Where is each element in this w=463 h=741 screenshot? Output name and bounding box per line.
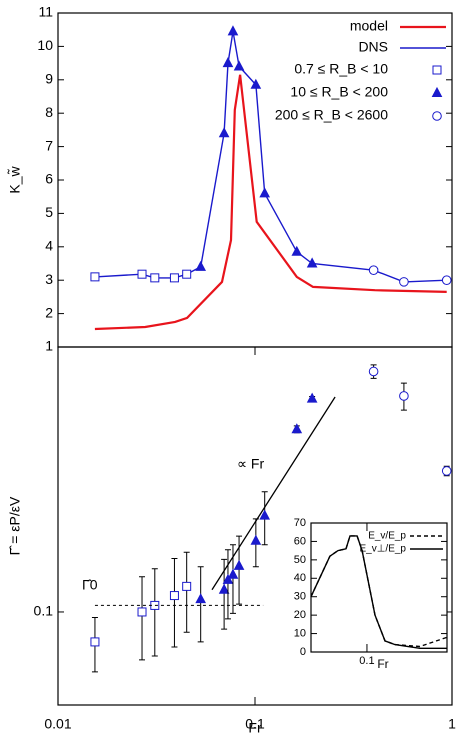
marker [291,423,303,434]
series-line [310,535,447,649]
legend-label: DNS [358,39,388,55]
marker [368,366,379,377]
legend-label: 200 ≤ R_B < 2600 [275,107,388,123]
series-line [94,74,447,331]
y-tick-label: 7 [45,137,53,153]
marker [182,581,192,591]
legend-label: 0.7 ≤ R_B < 10 [294,61,388,77]
x-axis-label: Fr [377,657,388,671]
y-tick-label: 40 [294,572,306,584]
fit-label: ∝ Fr [237,456,264,472]
marker [169,591,179,601]
legend-label: 10 ≤ R_B < 200 [290,84,388,100]
panel-0: 1 2 3 4 5 6 7 8 9 10 11 K_w̃ model DNS 0.7 ≤ R_B < 10 1… [6,4,453,354]
marker [250,534,262,545]
marker [218,583,230,594]
marker [227,25,239,36]
y-tick-label: 70 [294,517,306,529]
fit-line [211,396,336,591]
marker [368,265,379,275]
marker [222,573,234,584]
error-bar [229,544,236,614]
x-tick-label: 0.01 [44,716,71,732]
error-bar [151,568,158,657]
error-bar [183,551,190,633]
marker [306,392,318,403]
y-tick-label: 11 [38,4,53,20]
series-line [94,31,447,283]
marker [137,269,147,279]
y-tick-label: 2 [45,304,53,320]
y-axis-label: Γ̂ = εP/εV [7,496,23,555]
y-tick-label: 0.1 [34,603,54,619]
marker [233,60,245,71]
marker [399,277,409,287]
panel-2: 0 10 20 30 40 50 60 70 0.1 Fr E_v/E_p E_v⊥/E_p [294,517,448,671]
marker [441,275,452,286]
marker [399,391,409,401]
y-tick-label: 4 [45,238,53,254]
y-tick-label: 10 [294,627,306,639]
marker [169,273,179,283]
y-tick-label: 5 [45,204,53,220]
marker [90,272,100,282]
marker [195,260,207,271]
y-tick-label: 30 [294,591,306,603]
gamma0-label: Γ̂0 [82,577,98,593]
marker [432,65,442,75]
marker [137,607,147,617]
marker [222,57,234,68]
marker [233,559,245,570]
marker [182,269,192,279]
marker [259,187,271,198]
marker [306,257,318,268]
y-tick-label: 60 [294,535,306,547]
marker [291,245,303,256]
marker [441,466,452,476]
marker [227,568,239,579]
legend-label: E_v⊥/E_p [359,544,406,555]
error-bar [224,549,231,620]
marker [432,111,442,121]
marker [195,593,207,604]
y-tick-label: 8 [45,104,53,120]
legend-label: model [350,18,388,34]
y-tick-label: 3 [45,271,53,287]
y-tick-label: 1 [45,338,53,354]
x-tick-label: 0.1 [245,716,265,732]
x-axis-label: Fr [248,720,262,736]
y-tick-label: 10 [37,37,53,53]
plot-frame [310,522,448,653]
marker [259,509,271,520]
error-bar [171,557,178,648]
error-bar [139,576,146,661]
panel-1: 0.1 0.01 0.1 1 Fr Γ̂ = εP/εV ∝ Fr Γ̂0 [7,346,456,736]
x-tick-label: 1 [448,716,456,732]
error-bar [197,566,204,643]
marker [431,86,443,97]
marker [90,637,100,647]
plot-frame [57,12,453,348]
y-tick-label: 50 [294,554,306,566]
y-axis-label: K_w̃ [6,165,22,193]
marker [218,127,230,138]
y-tick-label: 9 [45,71,53,87]
y-tick-label: 20 [294,609,306,621]
marker [150,273,160,283]
x-tick-label: 0.1 [359,655,374,667]
legend-label: E_v/E_p [368,531,406,542]
y-tick-label: 6 [45,171,53,187]
marker [250,78,262,89]
y-tick-label: 0 [300,646,306,658]
